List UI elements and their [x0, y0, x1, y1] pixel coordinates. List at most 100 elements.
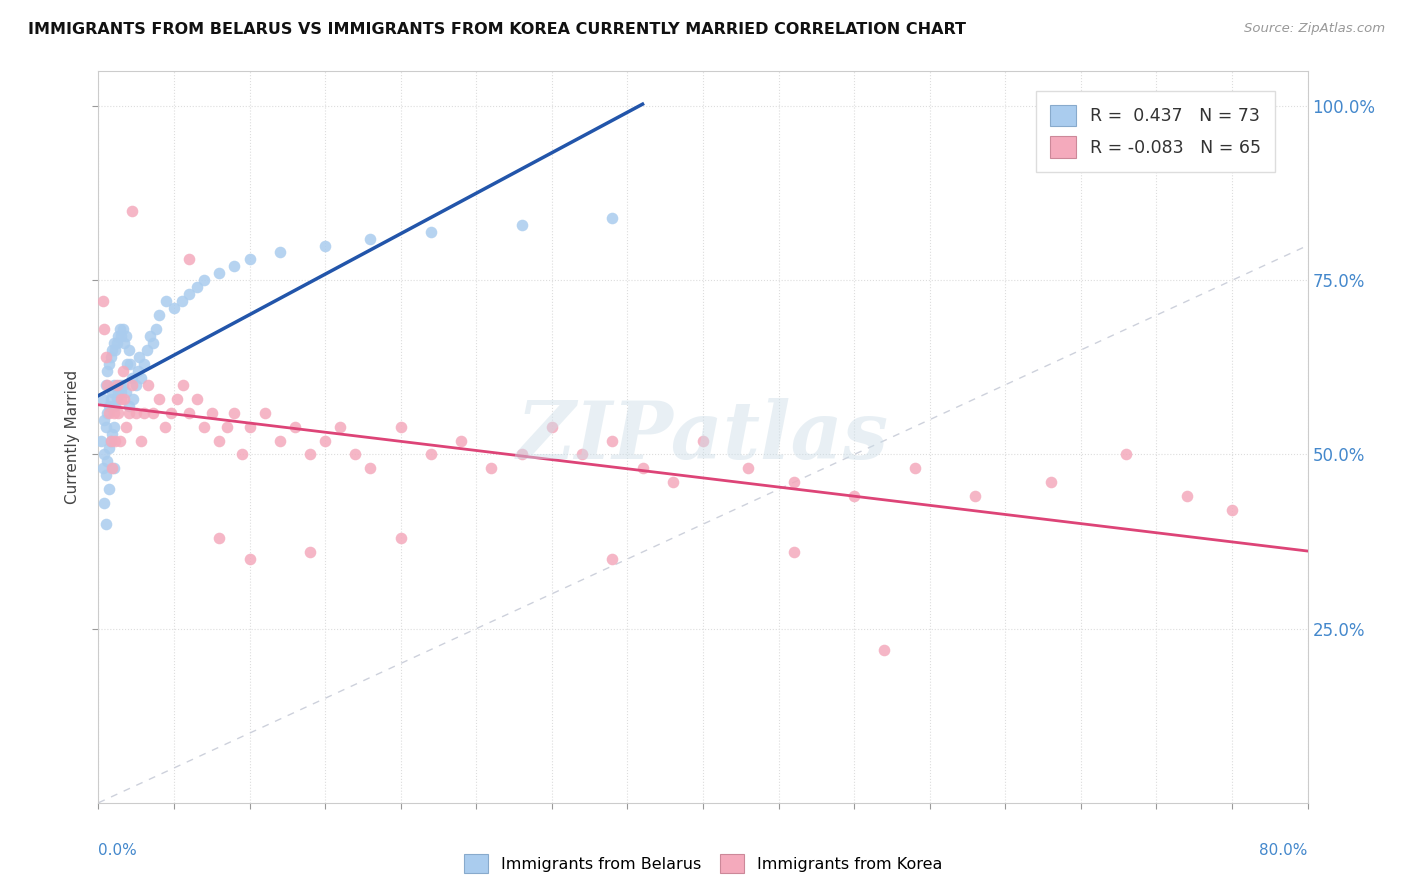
Point	[145, 322, 167, 336]
Point	[93, 448, 115, 462]
Point	[166, 392, 188, 406]
Text: ZIPatlas: ZIPatlas	[517, 399, 889, 475]
Point	[844, 489, 866, 503]
Point	[510, 218, 533, 232]
Point	[108, 322, 131, 336]
Point	[107, 384, 129, 399]
Point	[783, 545, 806, 559]
Point	[269, 245, 291, 260]
Point	[420, 448, 443, 462]
Point	[111, 364, 134, 378]
Point	[193, 273, 215, 287]
Text: 0.0%: 0.0%	[98, 843, 138, 858]
Point	[420, 225, 443, 239]
Point	[100, 434, 122, 448]
Point	[112, 336, 135, 351]
Point	[129, 434, 152, 448]
Point	[103, 461, 125, 475]
Point	[136, 377, 159, 392]
Point	[602, 434, 624, 448]
Point	[105, 377, 128, 392]
Point	[127, 364, 149, 378]
Point	[101, 426, 124, 441]
Point	[101, 384, 124, 399]
Point	[90, 434, 112, 448]
Point	[101, 461, 124, 475]
Point	[661, 475, 683, 490]
Point	[540, 419, 562, 434]
Point	[142, 406, 165, 420]
Point	[163, 301, 186, 316]
Point	[94, 517, 117, 532]
Point	[100, 392, 122, 406]
Point	[208, 434, 231, 448]
Point	[239, 552, 262, 566]
Point	[179, 406, 201, 420]
Point	[104, 343, 127, 357]
Point	[299, 545, 322, 559]
Point	[94, 419, 117, 434]
Point	[139, 329, 162, 343]
Point	[114, 384, 136, 399]
Point	[122, 392, 145, 406]
Point	[96, 364, 118, 378]
Point	[121, 203, 143, 218]
Point	[602, 211, 624, 225]
Point	[253, 406, 276, 420]
Point	[389, 531, 412, 545]
Point	[148, 308, 170, 322]
Point	[208, 266, 231, 280]
Legend: Immigrants from Belarus, Immigrants from Korea: Immigrants from Belarus, Immigrants from…	[457, 847, 949, 880]
Point	[215, 419, 238, 434]
Point	[108, 377, 131, 392]
Point	[104, 399, 127, 413]
Point	[110, 329, 132, 343]
Point	[93, 496, 115, 510]
Point	[1115, 448, 1137, 462]
Point	[96, 406, 118, 420]
Point	[1039, 475, 1062, 490]
Point	[125, 406, 148, 420]
Point	[121, 371, 143, 385]
Point	[111, 322, 134, 336]
Point	[231, 448, 253, 462]
Point	[737, 461, 759, 475]
Point	[107, 329, 129, 343]
Point	[160, 406, 183, 420]
Point	[148, 392, 170, 406]
Point	[965, 489, 987, 503]
Point	[100, 434, 122, 448]
Point	[284, 419, 307, 434]
Point	[94, 350, 117, 364]
Point	[91, 294, 114, 309]
Point	[186, 280, 208, 294]
Point	[103, 406, 125, 420]
Point	[105, 336, 128, 351]
Point	[344, 448, 367, 462]
Point	[114, 419, 136, 434]
Point	[904, 461, 927, 475]
Point	[108, 434, 131, 448]
Point	[103, 419, 125, 434]
Point	[93, 412, 115, 426]
Point	[98, 441, 121, 455]
Point	[360, 461, 382, 475]
Point	[571, 448, 593, 462]
Point	[114, 329, 136, 343]
Point	[170, 294, 193, 309]
Point	[132, 406, 155, 420]
Point	[360, 231, 382, 245]
Point	[104, 434, 127, 448]
Point	[121, 377, 143, 392]
Point	[631, 461, 654, 475]
Point	[132, 357, 155, 371]
Point	[91, 392, 114, 406]
Point	[1220, 503, 1243, 517]
Point	[201, 406, 224, 420]
Point	[128, 350, 150, 364]
Point	[239, 419, 262, 434]
Text: Source: ZipAtlas.com: Source: ZipAtlas.com	[1244, 22, 1385, 36]
Point	[105, 392, 128, 406]
Point	[93, 322, 115, 336]
Point	[96, 377, 118, 392]
